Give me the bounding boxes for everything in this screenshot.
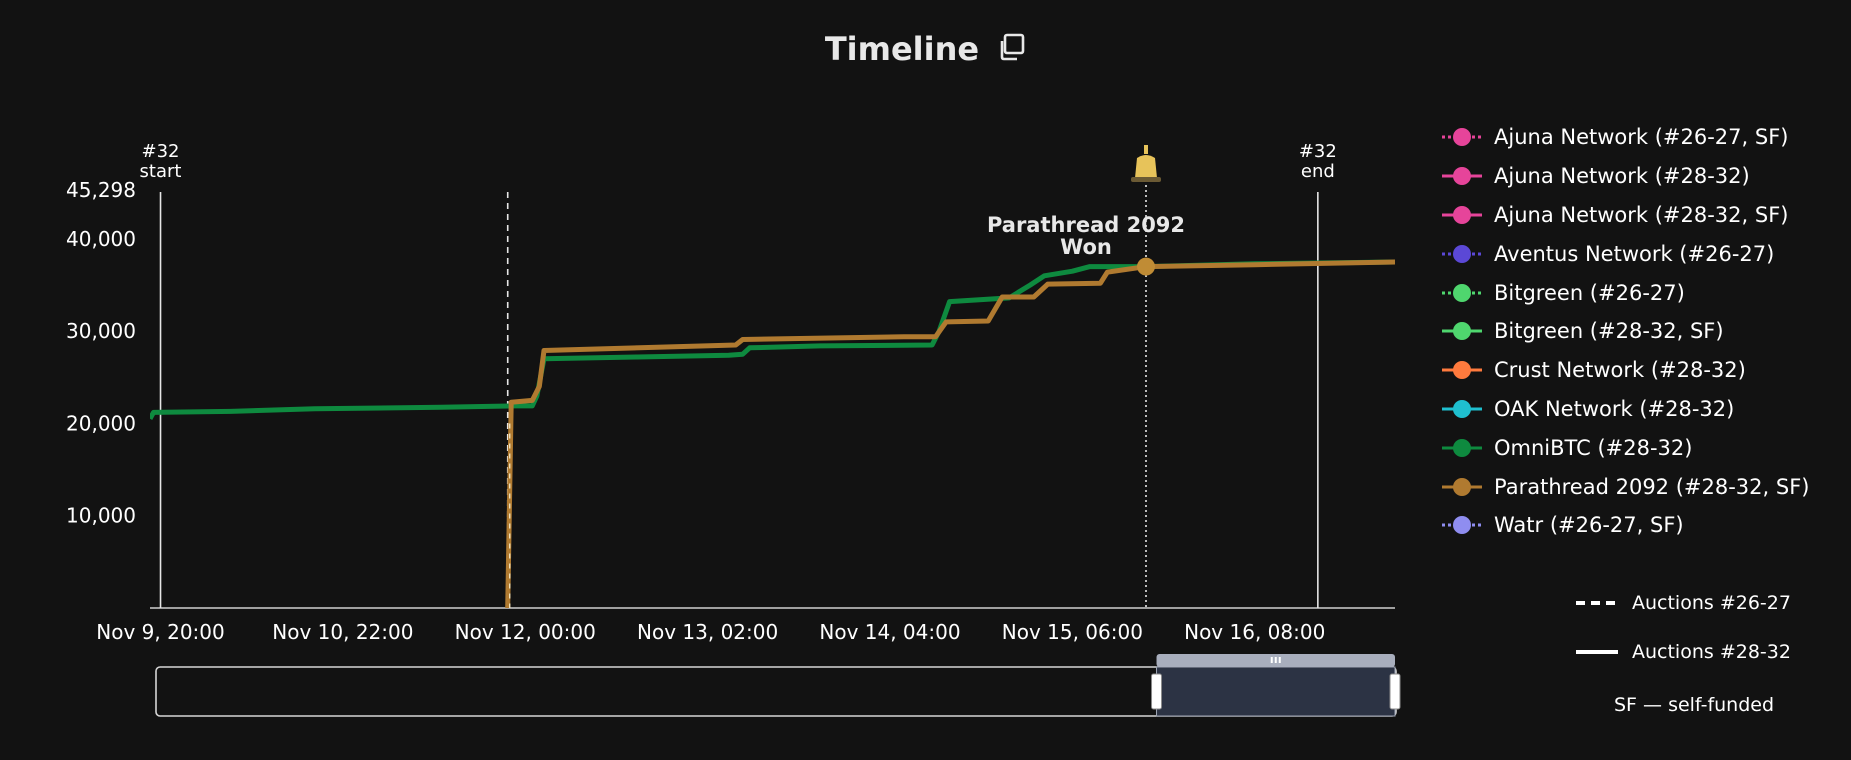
legend-item-label: OmniBTC (#28-32) bbox=[1494, 435, 1693, 460]
series-line-omnibtc bbox=[150, 259, 1395, 420]
x-tick-label: Nov 13, 02:00 bbox=[637, 620, 778, 644]
winner-label-title: Parathread 2092 bbox=[987, 213, 1185, 237]
zoom-handle-right[interactable] bbox=[1389, 673, 1401, 710]
x-tick-label: Nov 16, 08:00 bbox=[1184, 620, 1325, 644]
legend-item[interactable]: Watr (#26-27, SF) bbox=[1440, 506, 1809, 545]
solid-line-label: Auctions #28-32 bbox=[1632, 641, 1791, 663]
legend-swatch-icon bbox=[1442, 167, 1482, 186]
x-tick-label: Nov 12, 00:00 bbox=[455, 620, 596, 644]
copy-icon[interactable] bbox=[996, 32, 1026, 66]
y-tick-label: 30,000 bbox=[66, 319, 136, 343]
zoom-grip-icon bbox=[1270, 657, 1273, 663]
legend-item-label: Ajuna Network (#28-32) bbox=[1494, 164, 1750, 189]
legend-item-label: Parathread 2092 (#28-32, SF) bbox=[1494, 474, 1810, 499]
legend-swatch-icon bbox=[1442, 128, 1482, 147]
zoom-grip-icon bbox=[1278, 657, 1281, 663]
legend-item-label: Ajuna Network (#28-32, SF) bbox=[1494, 202, 1789, 227]
flag-icon-base bbox=[1131, 177, 1161, 182]
x-tick-label: Nov 10, 22:00 bbox=[272, 620, 413, 644]
legend-item[interactable]: Aventus Network (#26-27) bbox=[1440, 234, 1809, 273]
y-tick-label: 40,000 bbox=[66, 227, 136, 251]
winner-flag-icon bbox=[1131, 145, 1161, 182]
solid-line-icon bbox=[1576, 650, 1618, 654]
legend-item-label: Bitgreen (#28-32, SF) bbox=[1494, 319, 1724, 344]
legend-item-label: OAK Network (#28-32) bbox=[1494, 396, 1735, 421]
dashed-line-label: Auctions #26-27 bbox=[1632, 592, 1791, 614]
x-tick-label: Nov 15, 06:00 bbox=[1002, 620, 1143, 644]
legend-item[interactable]: OmniBTC (#28-32) bbox=[1440, 428, 1809, 467]
marker-label-bottom: end bbox=[1301, 161, 1335, 182]
series-group bbox=[150, 259, 1395, 609]
legend-item[interactable]: Ajuna Network (#28-32) bbox=[1440, 157, 1809, 196]
legend-item-label: Watr (#26-27, SF) bbox=[1494, 513, 1684, 538]
self-funded-note: SF — self-funded bbox=[1614, 694, 1775, 716]
winner-label-sub: Won bbox=[1060, 235, 1112, 259]
chart-header: Timeline bbox=[0, 30, 1851, 68]
legend-swatch-icon bbox=[1442, 477, 1482, 496]
legend-item-label: Aventus Network (#26-27) bbox=[1494, 241, 1775, 266]
chart-legend: Ajuna Network (#26-27, SF) Ajuna Network … bbox=[1440, 118, 1809, 545]
zoom-grip-icon bbox=[1274, 657, 1277, 663]
line-style-dashed-key: Auctions #26-27 bbox=[1576, 592, 1791, 614]
winner-point bbox=[1137, 257, 1155, 276]
marker-label-bottom: start bbox=[140, 161, 182, 182]
legend-item-label: Bitgreen (#26-27) bbox=[1494, 280, 1685, 305]
legend-item[interactable]: Ajuna Network (#28-32, SF) bbox=[1440, 196, 1809, 235]
dashed-line-icon bbox=[1576, 601, 1618, 605]
legend-swatch-icon bbox=[1442, 283, 1482, 302]
flag-icon-body bbox=[1135, 155, 1157, 178]
legend-swatch-icon bbox=[1442, 244, 1482, 263]
legend-swatch-icon bbox=[1442, 399, 1482, 418]
legend-item[interactable]: Ajuna Network (#26-27, SF) bbox=[1440, 118, 1809, 157]
legend-swatch-icon bbox=[1442, 516, 1482, 535]
zoom-selected-window[interactable] bbox=[1156, 666, 1396, 717]
legend-item-label: Crust Network (#28-32) bbox=[1494, 358, 1746, 383]
legend-swatch-icon bbox=[1442, 438, 1482, 457]
legend-item[interactable]: Parathread 2092 (#28-32, SF) bbox=[1440, 467, 1809, 506]
marker-label-top: #32 bbox=[142, 141, 180, 162]
legend-item[interactable]: Bitgreen (#28-32, SF) bbox=[1440, 312, 1809, 351]
flag-icon-top bbox=[1144, 145, 1148, 154]
y-tick-label: 10,000 bbox=[66, 504, 136, 528]
chart-title: Timeline bbox=[824, 30, 980, 68]
series-line-parathread-2092 bbox=[505, 259, 1395, 609]
legend-swatch-icon bbox=[1442, 322, 1482, 341]
x-tick-label: Nov 14, 04:00 bbox=[819, 620, 960, 644]
legend-swatch-icon bbox=[1442, 361, 1482, 380]
y-tick-label: 20,000 bbox=[66, 411, 136, 435]
marker-label-top: #32 bbox=[1299, 141, 1337, 162]
legend-swatch-icon bbox=[1442, 205, 1482, 224]
legend-item[interactable]: Bitgreen (#26-27) bbox=[1440, 273, 1809, 312]
legend-item[interactable]: Crust Network (#28-32) bbox=[1440, 351, 1809, 390]
line-style-solid-key: Auctions #28-32 bbox=[1576, 641, 1791, 663]
y-tick-label: 45,298 bbox=[66, 178, 136, 202]
legend-item-label: Ajuna Network (#26-27, SF) bbox=[1494, 125, 1789, 150]
x-tick-label: Nov 9, 20:00 bbox=[96, 620, 224, 644]
legend-item[interactable]: OAK Network (#28-32) bbox=[1440, 390, 1809, 429]
zoom-handle-left[interactable] bbox=[1151, 673, 1163, 710]
